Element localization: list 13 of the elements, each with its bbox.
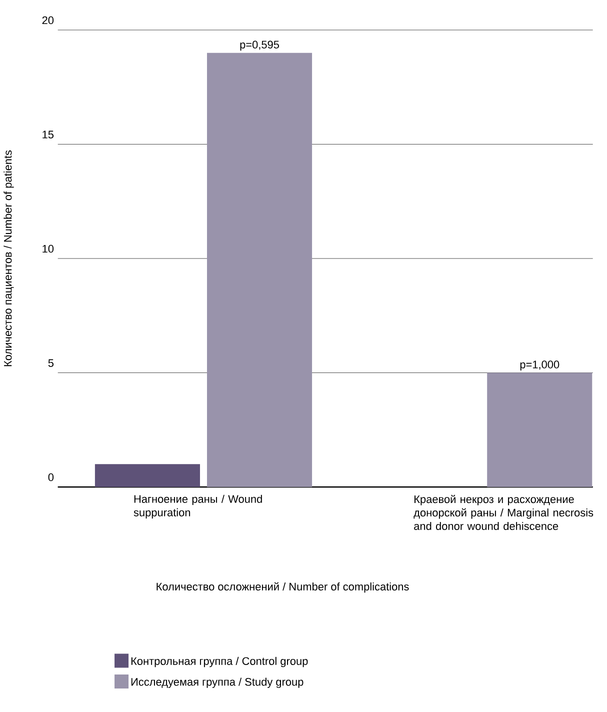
y-tick-label: 10 xyxy=(42,244,54,253)
y-tick-label: 20 xyxy=(42,16,54,24)
y-tick-label: 5 xyxy=(48,359,54,367)
annotation: p=0,595 xyxy=(240,40,279,51)
legend-label: Исследуемая группа / Study group xyxy=(131,678,304,688)
legend-label: Контрольная группа / Control group xyxy=(131,656,308,668)
y-tick-label: 15 xyxy=(42,130,54,138)
x-tick-label: Нагноение раны / Wound suppuration xyxy=(134,494,262,519)
y-tick-label: 0 xyxy=(48,473,54,482)
annotation: p=1,000 xyxy=(520,360,560,371)
y-axis-title: Количество пациентов / Number of patients xyxy=(4,150,14,366)
x-axis-title: Количество осложнений / Number of complications xyxy=(156,582,409,593)
x-tick-label: Краевой некроз и расхождение донорской раны / Marginal necrosis and donor wound dehiscence xyxy=(414,494,593,530)
